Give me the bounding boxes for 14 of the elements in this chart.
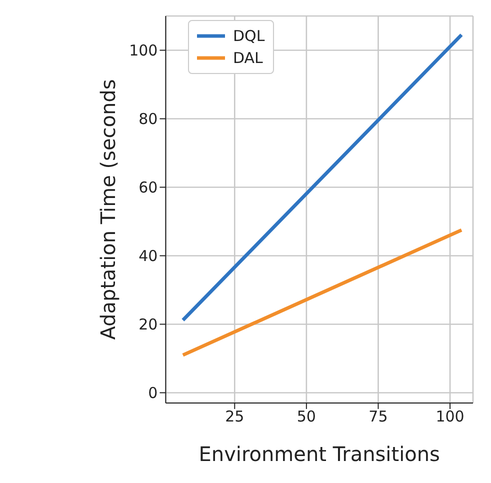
x-axis-title: Environment Transitions [198, 442, 440, 466]
y-tick-label: 40 [138, 247, 158, 266]
x-tick-label: 75 [368, 408, 388, 426]
x-tick-label: 50 [296, 408, 316, 426]
y-tick-label: 60 [138, 178, 158, 197]
y-tick-label: 100 [129, 42, 158, 60]
y-axis-title: Adaptation Time (seconds [96, 79, 120, 340]
y-tick-label: 0 [148, 384, 158, 402]
x-tick-label: 100 [436, 408, 464, 426]
legend-label: DQL [233, 26, 265, 47]
x-tick-label: 25 [225, 408, 244, 426]
y-tick-label: 80 [138, 110, 158, 128]
y-tick-label: 20 [138, 316, 158, 334]
legend-label: DAL [233, 48, 263, 69]
